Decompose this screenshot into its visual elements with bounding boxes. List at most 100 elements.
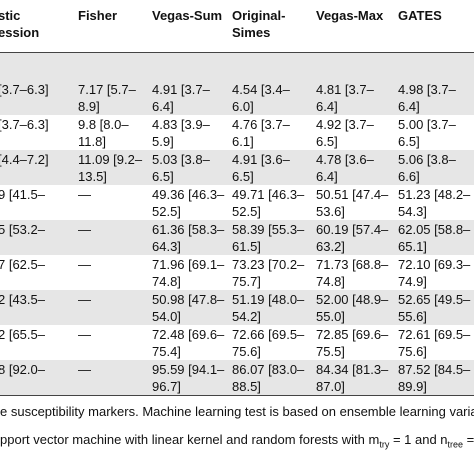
cell-text: — (78, 187, 91, 202)
table-row: 2 [65.5– — 72.48 [69.6– 75.4] 72.66 [69.5– 75… (0, 325, 474, 360)
cell-text: 75.7] (232, 274, 261, 289)
cell-text: 2 [65.5– (0, 327, 45, 342)
cell-text: — (78, 222, 91, 237)
table-row: 5 [53.2– — 61.36 [58.3– 64.3] 58.39 [55.3– 61… (0, 220, 474, 255)
header-cell: stic ession (0, 7, 39, 41)
cell-text: [4.4–7.2] (0, 152, 49, 167)
table-cell: 62.05 [58.8– 65.1] (398, 221, 470, 255)
table-cell: 4.92 [3.7– 6.5] (316, 116, 374, 150)
table-cell: 5.06 [3.8– 6.6] (398, 151, 456, 185)
cell-text: 52.00 [48.9– (316, 292, 389, 307)
cell-text: 6.6] (398, 169, 420, 184)
cell-text: — (78, 292, 91, 307)
cell-text: 72.48 [69.6– (152, 327, 225, 342)
cell-text: 6.5] (152, 169, 174, 184)
table-row: 9 [41.5– — 49.36 [46.3– 52.5] 49.71 [46.3– 52… (0, 185, 474, 220)
footnote: e susceptibility markers. Machine learni… (0, 404, 474, 419)
cell-text: 51.23 [48.2– (398, 187, 471, 202)
cell-text: 6.0] (232, 99, 254, 114)
table-cell: 4.54 [3.4– 6.0] (232, 81, 290, 115)
table-cell: 9 [41.5– (0, 186, 45, 203)
cell-text: 49.71 [46.3– (232, 187, 305, 202)
cell-text: 55.6] (398, 309, 427, 324)
cell-text: 72.66 [69.5– (232, 327, 305, 342)
header-cell: GATES (398, 7, 442, 24)
cell-text: 6.4] (398, 99, 420, 114)
table-cell: 87.52 [84.5– 89.9] (398, 361, 470, 395)
cell-text: 5.9] (152, 134, 174, 149)
cell-text: 52.5] (232, 204, 261, 219)
cell-text: 8 [92.0– (0, 362, 45, 377)
table-cell: 52.65 [49.5– 55.6] (398, 291, 470, 325)
cell-text: 6.5] (316, 134, 338, 149)
table-cell: — (78, 361, 91, 378)
cell-text: 73.23 [70.2– (232, 257, 305, 272)
cell-text: 4.54 [3.4– (232, 82, 290, 97)
footnote-text: pport vector machine with linear kernel … (0, 432, 380, 447)
cell-text: 64.3] (152, 239, 181, 254)
table-cell: 50.98 [47.8– 54.0] (152, 291, 224, 325)
cell-text: 71.73 [68.8– (316, 257, 389, 272)
cell-text: 2 [43.5– (0, 292, 45, 307)
cell-text: 11.8] (78, 134, 106, 149)
cell-text: 71.96 [69.1– (152, 257, 225, 272)
cell-text: 86.07 [83.0– (232, 362, 305, 377)
cell-text: 74.9] (398, 274, 427, 289)
cell-text: 74.8] (316, 274, 345, 289)
table-cell: 72.10 [69.3– 74.9] (398, 256, 470, 290)
table-cell: 61.36 [58.3– 64.3] (152, 221, 224, 255)
table-cell: 71.73 [68.8– 74.8] (316, 256, 388, 290)
cell-text: 89.9] (398, 379, 427, 394)
table-cell: — (78, 256, 91, 273)
table-row: [3.7–6.3] 7.17 [5.7– 8.9] 4.91 [3.7– 6.4] 4.5… (0, 80, 474, 115)
table-cell: — (78, 291, 91, 308)
table-cell: 72.48 [69.6– 75.4] (152, 326, 224, 360)
table-cell: 49.71 [46.3– 52.5] (232, 186, 304, 220)
table-cell: 4.78 [3.6– 6.4] (316, 151, 374, 185)
table-cell: 7.17 [5.7– 8.9] (78, 81, 136, 115)
subscript: tree (447, 439, 464, 450)
cell-text: 72.85 [69.6– (316, 327, 389, 342)
table-row: 2 [43.5– — 50.98 [47.8– 54.0] 51.19 [48.0– 54… (0, 290, 474, 325)
cell-text: 5.06 [3.8– (398, 152, 456, 167)
cell-text: 4.98 [3.7– (398, 82, 456, 97)
table-cell: 49.36 [46.3– 52.5] (152, 186, 224, 220)
cell-text: 11.09 [9.2– (78, 152, 143, 167)
cell-text: 72.10 [69.3– (398, 257, 471, 272)
table-cell: 7 [62.5– (0, 256, 45, 273)
cell-text: 75.6] (398, 344, 427, 359)
header-text: Vegas-Max (316, 8, 384, 23)
cell-text: 87.0] (316, 379, 345, 394)
cell-text: 4.91 [3.7– (152, 82, 210, 97)
cell-text: 53.6] (316, 204, 345, 219)
subscript: try (379, 439, 390, 450)
cell-text: 5.00 [3.7– (398, 117, 456, 132)
header-cell: Vegas-Sum (152, 7, 222, 24)
cell-text: 52.65 [49.5– (398, 292, 471, 307)
table-cell: — (78, 326, 91, 343)
footnote: pport vector machine with linear kernel … (0, 432, 474, 450)
table-cell: 51.23 [48.2– 54.3] (398, 186, 470, 220)
cell-text: 6.4] (316, 99, 338, 114)
table-cell: 9.8 [8.0– 11.8] (78, 116, 129, 150)
table-cell: [4.4–7.2] (0, 151, 49, 168)
cell-text: — (78, 257, 91, 272)
table-cell: 4.91 [3.7– 6.4] (152, 81, 210, 115)
table-cell: 95.59 [94.1– 96.7] (152, 361, 224, 395)
header-cell: Original- Simes (232, 7, 285, 41)
table-row: [4.4–7.2] 11.09 [9.2– 13.5] 5.03 [3.8– 6.5] 4… (0, 150, 474, 185)
cell-text: 50.51 [47.4– (316, 187, 389, 202)
table-cell: 5 [53.2– (0, 221, 45, 238)
cell-text: 58.39 [55.3– (232, 222, 305, 237)
cell-text: 75.6] (232, 344, 261, 359)
spacer-row (0, 53, 474, 80)
table-row: [3.7–6.3] 9.8 [8.0– 11.8] 4.83 [3.9– 5.9] 4.7… (0, 115, 474, 150)
header-cell: Fisher (78, 7, 117, 24)
cell-text: 4.81 [3.7– (316, 82, 374, 97)
cell-text: 51.19 [48.0– (232, 292, 305, 307)
table-cell: — (78, 221, 91, 238)
header-text: Fisher (78, 8, 118, 23)
table-cell: 72.66 [69.5– 75.6] (232, 326, 304, 360)
header-text: stic (0, 8, 21, 23)
cell-text: 88.5] (232, 379, 261, 394)
